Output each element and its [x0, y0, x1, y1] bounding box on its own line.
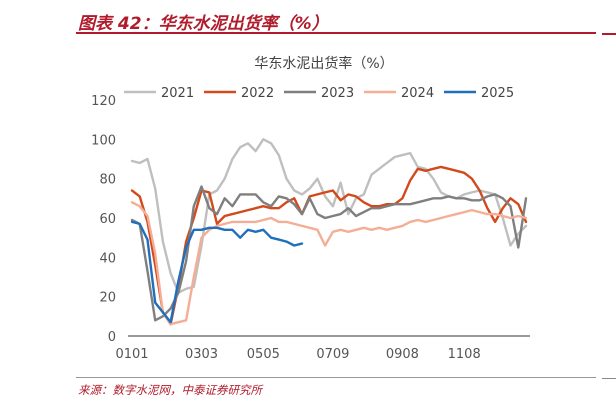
chart-title: 华东水泥出货率（%）: [254, 55, 393, 72]
chart-legend: 2021 2022 2023 2024 2025: [124, 86, 514, 101]
series-line-2021: [130, 138, 528, 294]
x-tick-label: 0908: [386, 347, 419, 362]
header-rule: [76, 32, 596, 34]
legend-label-2025: 2025: [481, 86, 514, 101]
y-tick-label: 80: [99, 173, 116, 188]
figure-header: 图表 42：华东水泥出货率（%）: [76, 8, 596, 34]
legend-label-2021: 2021: [161, 86, 194, 101]
legend-label-2024: 2024: [401, 86, 434, 101]
source-rule: [76, 377, 596, 378]
x-tick-label: 0709: [316, 347, 349, 362]
y-tick-label: 40: [99, 251, 116, 266]
line-chart: 华东水泥出货率（%） 2021 2022 2023 2024 2025 0 20 40 60 8…: [91, 55, 530, 362]
legend-label-2022: 2022: [241, 86, 274, 101]
x-tick-label: 0303: [185, 347, 218, 362]
figure-title: 图表 42：华东水泥出货率（%）: [78, 14, 329, 34]
adjacent-figure-rule: [602, 33, 616, 35]
x-tick-label: 0101: [115, 347, 148, 362]
chart-axes: 0 20 40 60 80 100 120 0101 0303 0505 0709 0908 1108: [91, 94, 530, 362]
series-line-2025: [130, 220, 304, 324]
series-line-2024: [130, 201, 528, 326]
y-tick-label: 120: [91, 94, 116, 109]
y-tick-label: 20: [99, 291, 116, 306]
chart-series-lines: [130, 138, 528, 326]
series-line-2022: [130, 165, 528, 326]
source-note: 来源：数字水泥网，中泰证券研究所: [78, 383, 262, 397]
y-tick-label: 60: [99, 212, 116, 227]
y-tick-label: 0: [108, 330, 116, 345]
x-tick-label: 1108: [448, 347, 481, 362]
x-tick-label: 0505: [247, 347, 280, 362]
series-line-2023: [130, 185, 528, 322]
y-tick-label: 100: [91, 133, 116, 148]
adjacent-figure-bottom-rule: [602, 378, 616, 379]
legend-label-2023: 2023: [321, 86, 354, 101]
